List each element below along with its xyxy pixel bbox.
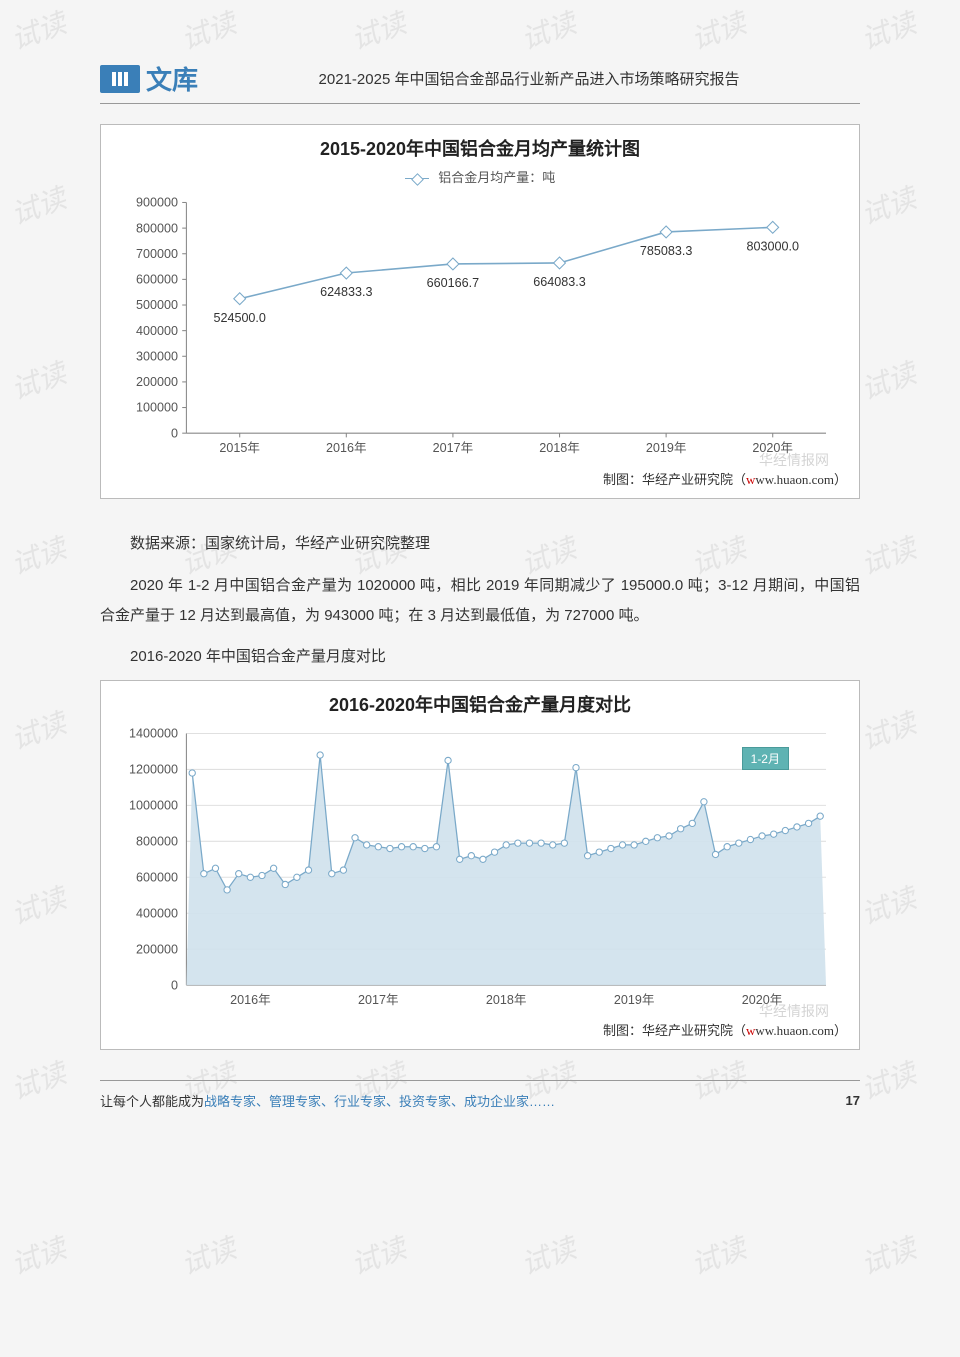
- svg-text:2018年: 2018年: [539, 441, 580, 455]
- chart-2-watermark: 华经情报网: [759, 1001, 829, 1021]
- document-title: 2021-2025 年中国铝合金部品行业新产品进入市场策略研究报告: [198, 68, 860, 89]
- chart-1-svg: 0 100000 200000 300000 400000 500000 600000 700…: [113, 192, 847, 465]
- svg-text:900000: 900000: [136, 196, 178, 210]
- page-header: 文库 2021-2025 年中国铝合金部品行业新产品进入市场策略研究报告: [100, 60, 860, 104]
- svg-text:2016年: 2016年: [326, 441, 367, 455]
- section-label: 2016-2020 年中国铝合金产量月度对比: [100, 645, 860, 666]
- page-number: 17: [846, 1093, 860, 1108]
- chart-1-footer: 制图：华经产业研究院（www.huaon.com）: [113, 465, 847, 488]
- svg-text:624833.3: 624833.3: [320, 285, 372, 299]
- chart-2-annotation: 1-2月: [742, 747, 789, 770]
- chart-2-footer: 制图：华经产业研究院（www.huaon.com）: [113, 1016, 847, 1039]
- paragraph-1: 2020 年 1-2 月中国铝合金产量为 1020000 吨，相比 2019 年…: [100, 571, 860, 631]
- source-attribution: 数据来源：国家统计局，华经产业研究院整理: [100, 529, 860, 559]
- svg-text:2017年: 2017年: [433, 441, 474, 455]
- svg-text:200000: 200000: [136, 375, 178, 389]
- svg-text:2017年: 2017年: [358, 993, 399, 1007]
- chart-1-legend: 铝合金月均产量：吨: [113, 167, 847, 186]
- chart-1-legend-label: 铝合金月均产量：吨: [438, 170, 555, 185]
- svg-text:1200000: 1200000: [129, 762, 178, 776]
- svg-text:2019年: 2019年: [646, 441, 687, 455]
- svg-text:664083.3: 664083.3: [533, 275, 585, 289]
- chart-2-svg: 0 200000 400000 600000 800000 1000000 1200000 1…: [113, 723, 847, 1017]
- svg-text:1400000: 1400000: [129, 726, 178, 740]
- svg-text:300000: 300000: [136, 349, 178, 363]
- svg-text:2018年: 2018年: [486, 993, 527, 1007]
- svg-text:100000: 100000: [136, 401, 178, 415]
- page: 文库 2021-2025 年中国铝合金部品行业新产品进入市场策略研究报告 201…: [0, 0, 960, 1150]
- svg-text:660166.7: 660166.7: [427, 276, 479, 290]
- svg-text:2015年: 2015年: [219, 441, 260, 455]
- svg-text:200000: 200000: [136, 942, 178, 956]
- svg-text:524500.0: 524500.0: [213, 311, 265, 325]
- chart-1-container: 2015-2020年中国铝合金月均产量统计图 铝合金月均产量：吨 0 100000…: [100, 124, 860, 499]
- legend-marker-icon: [405, 178, 429, 179]
- svg-text:400000: 400000: [136, 324, 178, 338]
- svg-text:800000: 800000: [136, 834, 178, 848]
- svg-text:785083.3: 785083.3: [640, 244, 692, 258]
- svg-text:2016年: 2016年: [230, 993, 271, 1007]
- chart-1-watermark: 华经情报网: [759, 450, 829, 470]
- svg-text:400000: 400000: [136, 906, 178, 920]
- chart-2-title: 2016-2020年中国铝合金产量月度对比: [113, 691, 847, 717]
- chart-2-container: 2016-2020年中国铝合金产量月度对比 0 200000 400000 60000…: [100, 680, 860, 1051]
- svg-text:2019年: 2019年: [614, 993, 655, 1007]
- chart-1-title: 2015-2020年中国铝合金月均产量统计图: [113, 135, 847, 161]
- svg-text:500000: 500000: [136, 298, 178, 312]
- page-footer: 让每个人都能成为战略专家、管理专家、行业专家、投资专家、成功企业家…… 17: [100, 1080, 860, 1110]
- svg-text:700000: 700000: [136, 247, 178, 261]
- svg-text:0: 0: [171, 978, 178, 992]
- footer-text: 让每个人都能成为战略专家、管理专家、行业专家、投资专家、成功企业家……: [100, 1091, 555, 1110]
- svg-text:1000000: 1000000: [129, 798, 178, 812]
- svg-text:600000: 600000: [136, 870, 178, 884]
- svg-text:0: 0: [171, 426, 178, 440]
- svg-text:600000: 600000: [136, 273, 178, 287]
- doc-library-icon: [100, 65, 140, 93]
- svg-text:800000: 800000: [136, 221, 178, 235]
- logo-text: 文库: [146, 60, 198, 97]
- logo: 文库: [100, 60, 198, 97]
- svg-text:803000.0: 803000.0: [746, 239, 798, 253]
